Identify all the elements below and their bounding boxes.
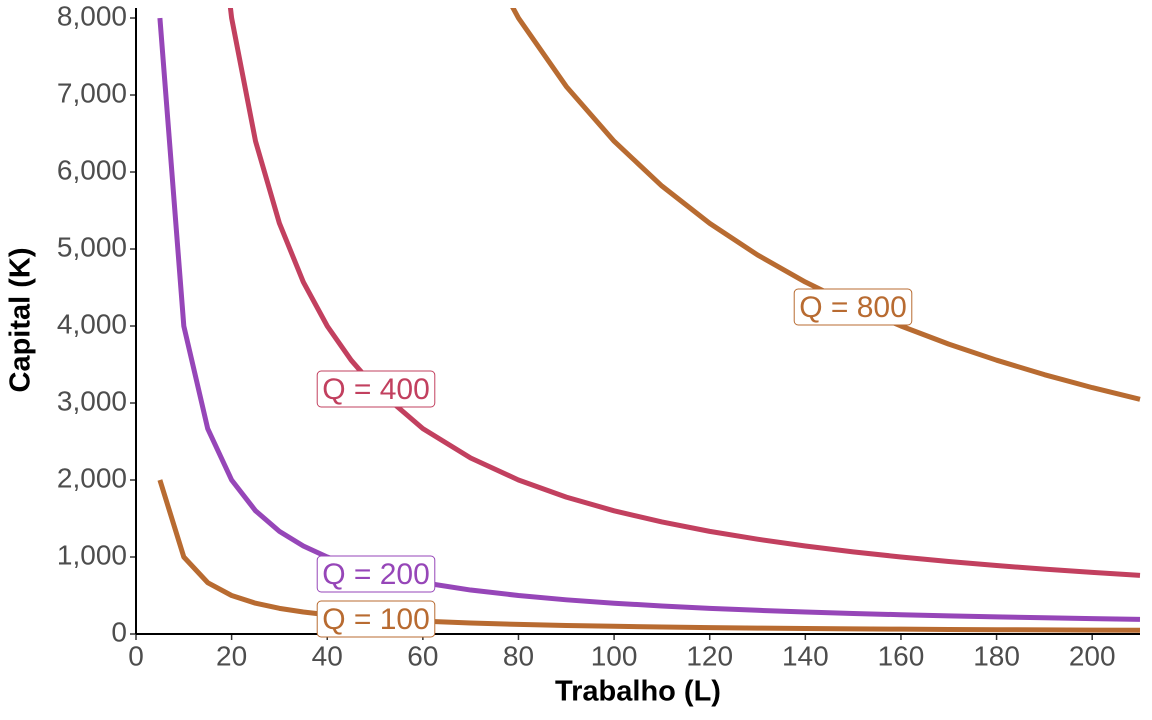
- y-tick-label: 0: [111, 616, 127, 647]
- series-label: Q = 100: [322, 603, 430, 636]
- isoquant-line: [157, 17, 1141, 622]
- x-tick-label: 60: [407, 640, 438, 671]
- y-tick-label: 1,000: [57, 539, 127, 570]
- x-tick-label: 140: [782, 640, 829, 671]
- y-tick-label: 2,000: [57, 462, 127, 493]
- x-tick-label: 40: [312, 640, 343, 671]
- series-label-box: [316, 600, 436, 638]
- x-tick-label: 200: [1069, 640, 1116, 671]
- series-label-box: [316, 555, 436, 593]
- series-label: Q = 800: [799, 291, 907, 324]
- y-tick-label: 4,000: [57, 308, 127, 339]
- y-tick-label: 5,000: [57, 231, 127, 262]
- x-tick-label: 160: [878, 640, 925, 671]
- y-tick-label: 3,000: [57, 385, 127, 416]
- isoquant-line: [157, 479, 1141, 633]
- plot-area: [157, 8, 1141, 633]
- x-axis-title: Trabalho (L): [555, 676, 721, 708]
- x-tick-label: 120: [686, 640, 733, 671]
- x-tick-label: 20: [216, 640, 247, 671]
- x-tick-label: 0: [128, 640, 144, 671]
- x-tick-label: 80: [503, 640, 534, 671]
- series-label-box: [793, 288, 913, 326]
- x-tick-label: 180: [973, 640, 1020, 671]
- isoquant-line: [227, 8, 1141, 578]
- series-label-box: [316, 370, 436, 408]
- y-tick-label: 6,000: [57, 154, 127, 185]
- y-axis-title: Capital (K): [5, 248, 37, 393]
- isoquant-line: [510, 8, 1141, 402]
- series-label: Q = 200: [322, 558, 430, 591]
- y-tick-label: 8,000: [57, 0, 127, 31]
- series-label: Q = 400: [322, 373, 430, 406]
- x-tick-label: 100: [591, 640, 638, 671]
- y-tick-label: 7,000: [57, 77, 127, 108]
